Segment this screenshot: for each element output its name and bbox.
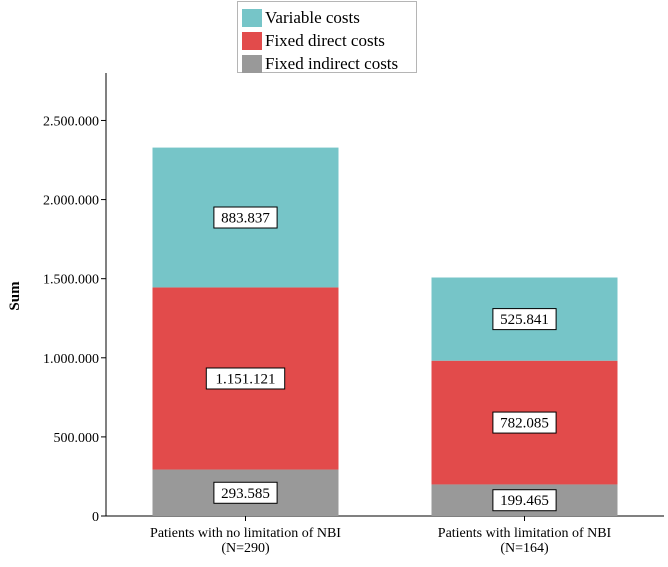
- legend-swatch-fixed-indirect-costs: [242, 55, 262, 73]
- value-label: 293.585: [221, 486, 270, 502]
- legend: Variable costs Fixed direct costs Fixed …: [237, 1, 417, 73]
- y-tick-label: 1.500.000: [43, 273, 99, 288]
- legend-label: Variable costs: [265, 8, 360, 27]
- x-category-label: Patients with limitation of NBI: [438, 526, 612, 541]
- value-labels: 293.585 1.151.121 883.837 199.465 782.085 525…: [205, 206, 557, 512]
- value-label: 199.465: [500, 493, 549, 509]
- legend-item-variable-costs: Variable costs: [242, 8, 360, 28]
- y-tick-label: 2.000.000: [43, 194, 99, 209]
- value-label-box: [213, 206, 278, 229]
- value-label-box: [213, 481, 278, 504]
- legend-item-fixed-indirect-costs: Fixed indirect costs: [242, 54, 398, 74]
- legend-label: Fixed direct costs: [265, 31, 385, 50]
- y-axis-label: Sum: [7, 281, 23, 311]
- y-tick-label: 2.500.000: [43, 114, 99, 129]
- legend-swatch-variable-costs: [242, 9, 262, 27]
- y-tick-label: 1.000.000: [43, 352, 99, 367]
- value-label: 883.837: [221, 211, 270, 227]
- bars: [152, 147, 618, 516]
- x-category-label: (N=164): [500, 541, 549, 556]
- value-label-box: [492, 489, 557, 512]
- value-label-box: [492, 308, 557, 331]
- value-label-box: [205, 367, 286, 390]
- legend-swatch-fixed-direct-costs: [242, 32, 262, 50]
- value-label: 1.151.121: [216, 371, 276, 387]
- legend-label: Fixed indirect costs: [265, 54, 399, 73]
- x-category-label: (N=290): [221, 541, 270, 556]
- y-tick-labels: 0 500.000 1.000.000 1.500.000 2.000.000 2.500…: [43, 114, 99, 525]
- x-tick-labels: Patients with no limitation of NBI(N=290…: [150, 526, 612, 556]
- value-label: 525.841: [500, 312, 549, 328]
- y-tick-label: 0: [92, 510, 99, 525]
- y-tick-label: 500.000: [54, 431, 100, 446]
- value-label-box: [492, 411, 557, 434]
- legend-item-fixed-direct-costs: Fixed direct costs: [242, 31, 385, 51]
- x-category-label: Patients with no limitation of NBI: [150, 526, 341, 541]
- value-label: 782.085: [500, 416, 549, 432]
